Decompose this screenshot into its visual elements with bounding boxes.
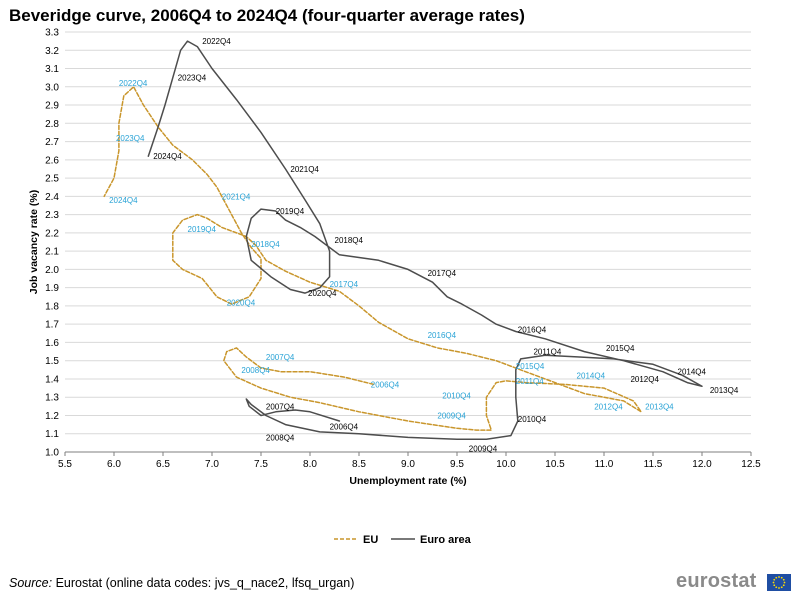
point-label-eu: 2009Q4 (437, 411, 466, 420)
point-label-eu: 2011Q4 (516, 377, 544, 386)
point-label-eu: 2008Q4 (241, 366, 270, 375)
y-tick-label: 1.3 (45, 393, 59, 404)
point-label-euro-area: 2012Q4 (630, 375, 659, 384)
eurostat-logo: eurostat (676, 570, 792, 596)
point-label-euro-area: 2016Q4 (518, 326, 547, 335)
point-label-euro-area: 2009Q4 (469, 444, 498, 453)
point-label-eu: 2007Q4 (266, 353, 295, 362)
y-tick-label: 2.7 (45, 137, 59, 148)
x-tick-label: 8.0 (303, 459, 317, 470)
x-tick-label: 7.5 (254, 459, 268, 470)
x-tick-label: 11.0 (595, 459, 614, 470)
x-tick-label: 12.0 (692, 459, 712, 470)
point-label-euro-area: 2008Q4 (266, 433, 295, 442)
x-tick-label: 9.5 (450, 459, 464, 470)
point-label-eu: 2024Q4 (109, 196, 138, 205)
x-tick-label: 7.0 (205, 459, 219, 470)
legend-euro-area-label: Euro area (420, 534, 472, 546)
y-tick-label: 1.9 (45, 283, 59, 294)
point-label-eu: 2021Q4 (222, 192, 251, 201)
point-label-euro-area: 2017Q4 (428, 269, 457, 278)
point-label-eu: 2013Q4 (645, 402, 674, 411)
x-tick-label: 10.5 (545, 459, 565, 470)
y-tick-label: 3.1 (45, 64, 59, 75)
point-label-euro-area: 2023Q4 (178, 74, 207, 83)
point-label-euro-area: 2018Q4 (335, 236, 364, 245)
y-tick-label: 2.4 (45, 192, 59, 203)
x-tick-label: 12.5 (741, 459, 761, 470)
point-label-eu: 2006Q4 (371, 380, 400, 389)
x-tick-label: 11.5 (644, 459, 663, 470)
source-label: Source: (9, 576, 53, 590)
series-lines (103, 40, 703, 440)
point-label-eu: 2012Q4 (594, 402, 623, 411)
axes: 1.0 1.1 1.2 1.3 1.4 1.5 1.6 1.7 1.8 1.9 2.0 2.1 2.2 2… (45, 28, 761, 471)
point-label-euro-area: 2021Q4 (290, 165, 319, 174)
point-label-eu: 2017Q4 (330, 280, 359, 289)
legend-eu-label: EU (363, 534, 378, 546)
point-label-euro-area: 2024Q4 (153, 152, 182, 161)
point-label-euro-area: 2011Q4 (533, 348, 561, 357)
eurostat-wordmark: eurostat (676, 570, 757, 592)
y-tick-label: 1.7 (45, 320, 59, 331)
point-label-euro-area: 2013Q4 (710, 386, 739, 395)
point-labels: 2006Q4 2007Q4 2008Q4 2009Q4 2010Q4 2011Q4 2012… (109, 37, 739, 453)
eu-flag-icon (767, 574, 791, 591)
y-tick-label: 2.5 (45, 174, 59, 185)
point-label-eu: 2010Q4 (442, 391, 471, 400)
y-tick-label: 2.6 (45, 155, 59, 166)
y-tick-label: 3.3 (45, 28, 59, 39)
series-line-eu (103, 86, 642, 431)
point-label-euro-area: 2010Q4 (518, 415, 547, 424)
x-tick-label: 5.5 (58, 459, 72, 470)
point-label-eu: 2016Q4 (428, 331, 457, 340)
x-tick-label: 6.0 (107, 459, 121, 470)
y-axis-title: Job vacancy rate (%) (28, 190, 40, 294)
y-tick-label: 2.8 (45, 119, 59, 130)
y-tick-label: 1.6 (45, 338, 59, 349)
point-label-euro-area: 2014Q4 (678, 368, 707, 377)
x-tick-label: 8.5 (352, 459, 366, 470)
point-label-eu: 2018Q4 (251, 240, 280, 249)
point-label-euro-area: 2006Q4 (330, 422, 359, 431)
y-tick-label: 2.0 (45, 265, 59, 276)
y-tick-label: 3.0 (45, 82, 59, 93)
point-label-eu: 2022Q4 (119, 79, 148, 88)
x-axis-title: Unemployment rate (%) (349, 475, 466, 487)
point-label-eu: 2014Q4 (577, 371, 606, 380)
source-note: Source: Eurostat (online data codes: jvs… (9, 576, 354, 590)
y-tick-label: 1.2 (45, 411, 59, 422)
chart-title: Beveridge curve, 2006Q4 to 2024Q4 (four-… (9, 6, 525, 25)
y-tick-label: 1.5 (45, 356, 59, 367)
y-tick-label: 1.8 (45, 301, 59, 312)
point-label-euro-area: 2019Q4 (276, 207, 305, 216)
point-label-euro-area: 2015Q4 (606, 344, 635, 353)
series-line-euro-area (147, 40, 703, 440)
y-tick-label: 2.1 (45, 247, 59, 258)
x-tick-label: 6.5 (156, 459, 170, 470)
y-tick-label: 2.3 (45, 210, 59, 221)
y-tick-label: 1.4 (45, 374, 59, 385)
x-tick-label: 10.0 (496, 459, 516, 470)
point-label-eu: 2020Q4 (227, 298, 256, 307)
y-tick-label: 1.0 (45, 448, 59, 459)
x-tick-label: 9.0 (401, 459, 415, 470)
point-label-euro-area: 2007Q4 (266, 402, 295, 411)
point-label-eu: 2019Q4 (188, 225, 217, 234)
y-tick-label: 2.2 (45, 228, 59, 239)
y-tick-label: 2.9 (45, 101, 59, 112)
point-label-eu: 2023Q4 (116, 134, 145, 143)
point-label-euro-area: 2022Q4 (202, 37, 231, 46)
y-tick-label: 3.2 (45, 46, 59, 57)
legend: EU Euro area (334, 534, 472, 546)
point-label-eu: 2015Q4 (516, 362, 545, 371)
y-tick-label: 1.1 (45, 429, 59, 440)
source-text: Eurostat (online data codes: jvs_q_nace2… (52, 576, 355, 590)
point-label-euro-area: 2020Q4 (308, 289, 337, 298)
